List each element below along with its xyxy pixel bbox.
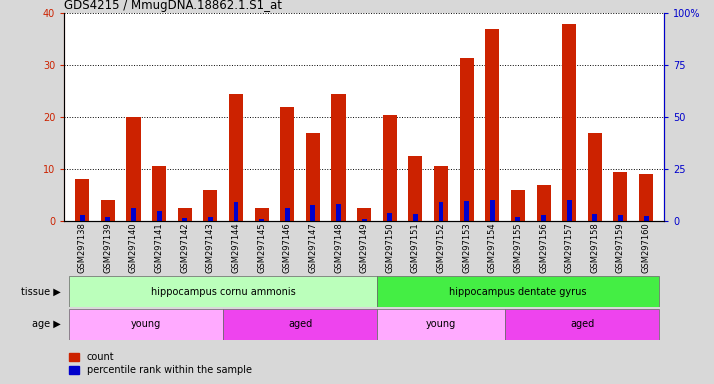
Bar	[223, 309, 377, 340]
Bar	[588, 132, 602, 221]
Text: GDS4215 / MmugDNA.18862.1.S1_at: GDS4215 / MmugDNA.18862.1.S1_at	[64, 0, 282, 12]
Bar	[126, 117, 141, 221]
Bar	[377, 309, 505, 340]
Bar	[80, 215, 85, 221]
Text: young: young	[131, 319, 161, 329]
Bar	[357, 208, 371, 221]
Bar	[208, 217, 213, 221]
Bar	[255, 208, 268, 221]
Bar	[567, 200, 572, 221]
Bar	[336, 204, 341, 221]
Bar	[331, 94, 346, 221]
Bar	[464, 201, 469, 221]
Bar	[203, 190, 217, 221]
Bar	[311, 205, 316, 221]
Bar	[593, 214, 598, 221]
Bar	[131, 209, 136, 221]
Bar	[285, 209, 290, 221]
Bar	[387, 212, 392, 221]
Bar	[306, 132, 320, 221]
Text: aged: aged	[288, 319, 312, 329]
Bar	[460, 58, 473, 221]
Bar	[618, 215, 623, 221]
Text: aged: aged	[570, 319, 594, 329]
Bar	[383, 114, 397, 221]
Bar	[511, 190, 525, 221]
Bar	[69, 276, 377, 307]
Bar	[101, 200, 115, 221]
Bar	[643, 216, 648, 221]
Bar	[106, 217, 110, 221]
Bar	[280, 107, 294, 221]
Bar	[434, 166, 448, 221]
Bar	[362, 219, 366, 221]
Bar	[259, 219, 264, 221]
Text: tissue ▶: tissue ▶	[21, 287, 61, 297]
Text: age ▶: age ▶	[32, 319, 61, 329]
Bar	[408, 156, 423, 221]
Legend: count, percentile rank within the sample: count, percentile rank within the sample	[69, 353, 251, 375]
Bar	[438, 202, 443, 221]
Bar	[536, 184, 550, 221]
Bar	[229, 94, 243, 221]
Text: young: young	[426, 319, 456, 329]
Bar	[613, 172, 628, 221]
Text: hippocampus dentate gyrus: hippocampus dentate gyrus	[449, 287, 587, 297]
Bar	[505, 309, 659, 340]
Bar	[541, 215, 546, 221]
Bar	[233, 202, 238, 221]
Bar	[75, 179, 89, 221]
Bar	[639, 174, 653, 221]
Bar	[377, 276, 659, 307]
Bar	[486, 29, 499, 221]
Bar	[490, 200, 495, 221]
Bar	[562, 24, 576, 221]
Bar	[413, 214, 418, 221]
Bar	[182, 218, 187, 221]
Text: hippocampus cornu ammonis: hippocampus cornu ammonis	[151, 287, 296, 297]
Bar	[178, 208, 192, 221]
Bar	[516, 217, 521, 221]
Bar	[152, 166, 166, 221]
Bar	[69, 309, 223, 340]
Bar	[156, 212, 161, 221]
